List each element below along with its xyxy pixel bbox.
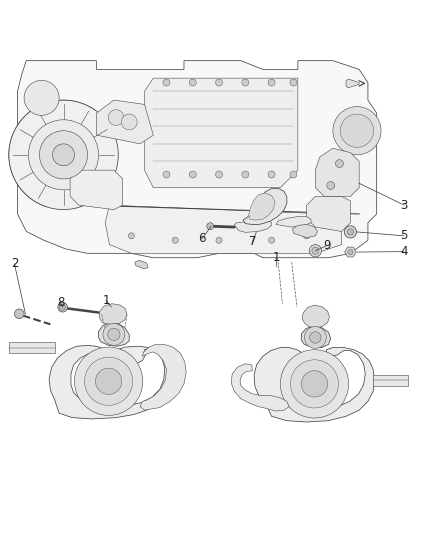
Circle shape [85, 357, 133, 405]
Circle shape [189, 171, 196, 178]
Circle shape [344, 226, 357, 238]
Circle shape [58, 302, 67, 312]
Circle shape [74, 347, 143, 415]
Circle shape [59, 304, 65, 310]
Circle shape [95, 368, 122, 394]
Circle shape [312, 247, 319, 254]
Circle shape [280, 350, 349, 418]
Circle shape [301, 371, 328, 397]
Circle shape [128, 233, 134, 239]
Circle shape [290, 360, 339, 408]
Circle shape [268, 237, 275, 243]
Circle shape [215, 171, 223, 178]
Polygon shape [243, 189, 287, 224]
Circle shape [28, 120, 99, 190]
Circle shape [304, 327, 326, 349]
Polygon shape [18, 61, 377, 258]
Polygon shape [254, 348, 374, 422]
Circle shape [348, 249, 353, 255]
Text: 1: 1 [272, 251, 280, 264]
Text: 5: 5 [400, 229, 407, 243]
Circle shape [9, 100, 118, 209]
Circle shape [309, 245, 321, 257]
Text: 1: 1 [102, 294, 110, 307]
Circle shape [216, 237, 222, 243]
Polygon shape [70, 170, 123, 209]
Circle shape [163, 79, 170, 86]
Polygon shape [135, 260, 148, 269]
Text: 3: 3 [401, 199, 408, 212]
Polygon shape [234, 220, 272, 232]
Circle shape [215, 79, 223, 86]
Circle shape [108, 328, 120, 341]
Polygon shape [315, 148, 359, 197]
Bar [373, 375, 408, 386]
Polygon shape [99, 304, 127, 324]
Circle shape [207, 223, 214, 230]
Polygon shape [346, 79, 359, 88]
Circle shape [189, 79, 196, 86]
Text: 7: 7 [248, 236, 256, 248]
Circle shape [172, 237, 178, 243]
Circle shape [24, 80, 59, 115]
Polygon shape [345, 247, 356, 257]
Bar [9, 342, 55, 353]
Circle shape [53, 144, 74, 166]
Polygon shape [293, 224, 318, 238]
Polygon shape [99, 322, 129, 346]
Polygon shape [302, 305, 329, 328]
Circle shape [268, 79, 275, 86]
Circle shape [242, 171, 249, 178]
Circle shape [268, 171, 275, 178]
Circle shape [14, 309, 24, 319]
Polygon shape [105, 205, 342, 253]
Text: 2: 2 [11, 257, 18, 270]
Text: 8: 8 [57, 296, 64, 309]
Text: 6: 6 [198, 232, 206, 245]
Text: 9: 9 [323, 239, 331, 252]
Circle shape [39, 131, 88, 179]
Circle shape [121, 114, 137, 130]
Circle shape [103, 324, 125, 345]
Circle shape [347, 229, 353, 235]
Circle shape [327, 182, 335, 189]
Circle shape [336, 159, 343, 167]
Circle shape [340, 114, 374, 147]
Circle shape [290, 79, 297, 86]
Circle shape [242, 79, 249, 86]
Circle shape [304, 233, 310, 239]
Circle shape [333, 107, 381, 155]
Polygon shape [301, 326, 331, 348]
Text: 4: 4 [400, 245, 408, 258]
Polygon shape [145, 78, 298, 188]
Polygon shape [307, 197, 350, 231]
Circle shape [163, 171, 170, 178]
Polygon shape [49, 345, 170, 419]
Polygon shape [140, 344, 186, 410]
Polygon shape [96, 100, 153, 144]
Polygon shape [276, 216, 311, 227]
Polygon shape [249, 193, 275, 220]
Circle shape [108, 110, 124, 125]
Circle shape [310, 332, 321, 343]
Circle shape [290, 171, 297, 178]
Polygon shape [231, 364, 289, 411]
